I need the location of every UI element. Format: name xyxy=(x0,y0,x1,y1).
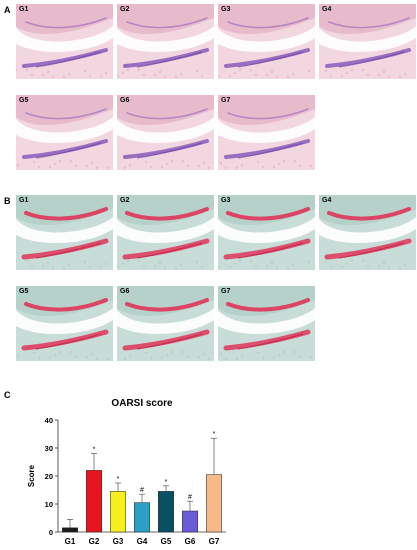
bar-g1 xyxy=(62,527,78,533)
tile-label: G5 xyxy=(19,288,29,295)
significance-marker: * xyxy=(213,431,216,438)
bar-g4 xyxy=(134,502,150,533)
significance-marker: # xyxy=(140,487,144,494)
bar-g6 xyxy=(182,510,198,533)
histology-tile: G2 xyxy=(117,195,214,270)
tile-label: G4 xyxy=(322,197,332,204)
significance-marker: # xyxy=(188,494,192,501)
tile-label: G2 xyxy=(120,197,130,204)
histology-tile: G5 xyxy=(16,286,113,361)
histology-tile: G6 xyxy=(117,95,214,170)
significance-marker: * xyxy=(93,447,96,454)
tile-label: G7 xyxy=(221,97,231,104)
panel-letter: A xyxy=(4,5,11,15)
tile-label: G3 xyxy=(221,197,231,204)
histology-tile: G5 xyxy=(16,95,113,170)
tile-label: G7 xyxy=(221,288,231,295)
y-tick-label: 40 xyxy=(45,416,53,425)
tile-label: G6 xyxy=(120,97,130,104)
bar-g3 xyxy=(110,491,126,533)
significance-marker: * xyxy=(117,476,120,483)
x-tick-label: G2 xyxy=(89,537,100,546)
y-axis-label: Score xyxy=(27,464,36,487)
histology-tile: G1 xyxy=(16,195,113,270)
histology-tile: G1 xyxy=(16,4,113,79)
histology-tile: G6 xyxy=(117,286,214,361)
histology-tile: G7 xyxy=(218,95,315,170)
y-tick-label: 20 xyxy=(45,472,53,481)
tile-label: G4 xyxy=(322,6,332,13)
y-tick-label: 10 xyxy=(45,500,53,509)
y-tick-label: 30 xyxy=(45,444,53,453)
significance-marker: * xyxy=(165,479,168,486)
tile-label: G2 xyxy=(120,6,130,13)
x-tick-label: G3 xyxy=(113,537,124,546)
tile-label: G6 xyxy=(120,288,130,295)
bar-g7 xyxy=(206,474,222,533)
panel-letter: C xyxy=(4,390,11,400)
bar-g2 xyxy=(86,470,102,533)
x-tick-label: G7 xyxy=(209,537,220,546)
chart-title: OARSI score xyxy=(111,398,173,409)
oarsi-bar-chart: OARSI score Score 0 10 20 30 40 G1 * G2 * G3 # G4 * G5 #… xyxy=(27,398,226,546)
panel-letter: B xyxy=(4,196,11,206)
tile-label: G1 xyxy=(19,6,29,13)
y-tick-label: 0 xyxy=(49,528,53,537)
x-tick-label: G1 xyxy=(65,537,76,546)
x-tick-label: G4 xyxy=(137,537,148,546)
histology-tile: G3 xyxy=(218,4,315,79)
x-tick-label: G6 xyxy=(185,537,196,546)
histology-tile: G3 xyxy=(218,195,315,270)
bar-g5 xyxy=(158,491,174,533)
histology-tile: G7 xyxy=(218,286,315,361)
tile-label: G1 xyxy=(19,197,29,204)
histology-tile: G4 xyxy=(319,195,416,270)
x-tick-label: G5 xyxy=(161,537,172,546)
histology-tile: G4 xyxy=(319,4,416,79)
tile-label: G3 xyxy=(221,6,231,13)
histology-tile: G2 xyxy=(117,4,214,79)
tile-label: G5 xyxy=(19,97,29,104)
